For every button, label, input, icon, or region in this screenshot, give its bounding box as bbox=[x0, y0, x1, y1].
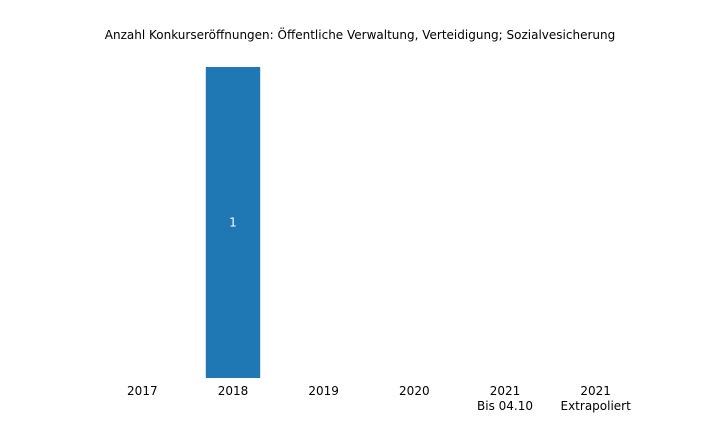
x-tick-label: Bis 04.10 bbox=[477, 399, 533, 413]
x-tick-label: 2019 bbox=[308, 384, 339, 398]
x-tick-label: 2021 bbox=[490, 384, 521, 398]
x-tick-label: Extrapoliert bbox=[561, 399, 632, 413]
x-tick-label: 2017 bbox=[127, 384, 158, 398]
x-tick-label: 2021 bbox=[580, 384, 611, 398]
x-tick-label: 2020 bbox=[399, 384, 430, 398]
data-label: 1 bbox=[229, 216, 237, 230]
x-tick-label: 2018 bbox=[218, 384, 249, 398]
